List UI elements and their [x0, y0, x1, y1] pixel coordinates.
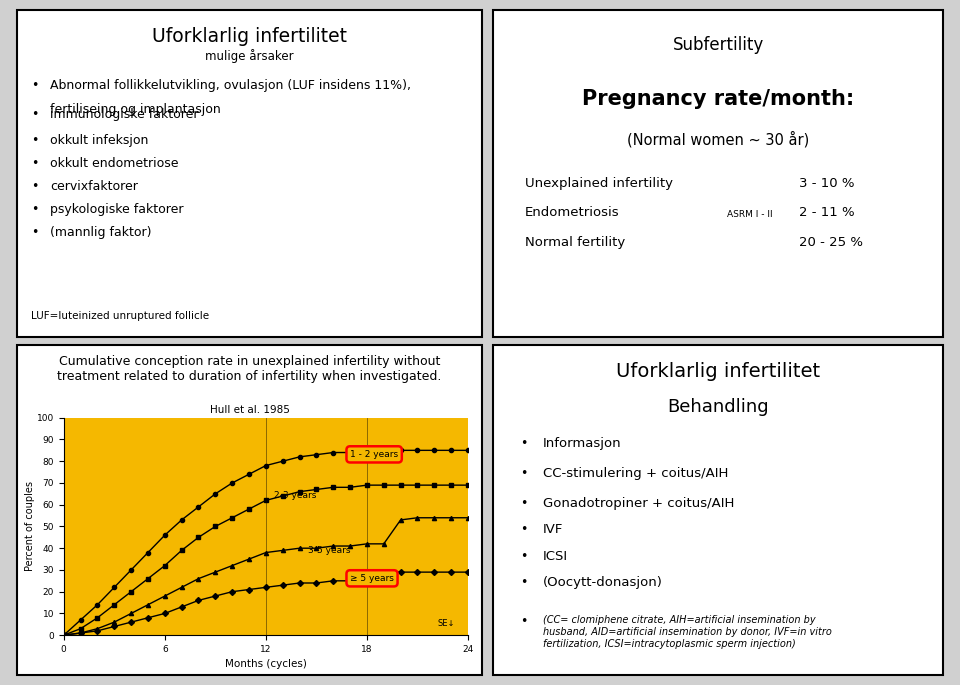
Text: (Normal women ~ 30 år): (Normal women ~ 30 år)	[627, 131, 809, 148]
Y-axis label: Percent of couples: Percent of couples	[25, 482, 36, 571]
Text: Uforklarlig infertilitet: Uforklarlig infertilitet	[616, 362, 820, 381]
Text: SE↓: SE↓	[438, 619, 455, 629]
Text: immunologiske faktorer: immunologiske faktorer	[50, 108, 199, 121]
Text: 20 - 25 %: 20 - 25 %	[799, 236, 863, 249]
FancyBboxPatch shape	[493, 10, 943, 337]
Text: Behandling: Behandling	[667, 398, 769, 416]
Text: •: •	[520, 615, 528, 628]
Text: Abnormal follikkelutvikling, ovulasjon (LUF insidens 11%),: Abnormal follikkelutvikling, ovulasjon (…	[50, 79, 411, 92]
Text: •: •	[32, 203, 38, 216]
Text: (Oocytt-donasjon): (Oocytt-donasjon)	[542, 576, 662, 589]
Text: Subfertility: Subfertility	[672, 36, 764, 54]
Text: Normal fertility: Normal fertility	[525, 236, 625, 249]
FancyBboxPatch shape	[493, 345, 943, 675]
FancyBboxPatch shape	[17, 345, 482, 675]
Text: ≥ 5 years: ≥ 5 years	[350, 574, 394, 583]
Text: •: •	[32, 226, 38, 239]
Text: •: •	[32, 158, 38, 171]
Text: Uforklarlig infertilitet: Uforklarlig infertilitet	[152, 27, 348, 46]
Text: (mannlig faktor): (mannlig faktor)	[50, 226, 152, 239]
Text: ICSI: ICSI	[542, 549, 568, 562]
Text: Unexplained infertility: Unexplained infertility	[525, 177, 673, 190]
Text: Pregnancy rate/month:: Pregnancy rate/month:	[582, 88, 854, 109]
Text: •: •	[32, 108, 38, 121]
Text: •: •	[520, 576, 528, 589]
Text: Endometriosis: Endometriosis	[525, 206, 619, 219]
Text: •: •	[520, 523, 528, 536]
Text: LUF=luteinized unruptured follicle: LUF=luteinized unruptured follicle	[32, 311, 209, 321]
Text: 3 - 10 %: 3 - 10 %	[799, 177, 854, 190]
X-axis label: Months (cycles): Months (cycles)	[225, 660, 307, 669]
Text: •: •	[520, 497, 528, 510]
Text: •: •	[32, 180, 38, 193]
Text: •: •	[520, 438, 528, 451]
Text: •: •	[520, 467, 528, 480]
Text: IVF: IVF	[542, 523, 564, 536]
Text: •: •	[32, 134, 38, 147]
Text: okkult infeksjon: okkult infeksjon	[50, 134, 148, 147]
Text: 3-5 years: 3-5 years	[308, 545, 350, 555]
Text: 2-3 years: 2-3 years	[275, 491, 317, 500]
Text: (CC= clomiphene citrate, AIH=artificial insemination by
husband, AID=artificial : (CC= clomiphene citrate, AIH=artificial …	[542, 615, 831, 649]
Text: Informasjon: Informasjon	[542, 438, 621, 451]
FancyBboxPatch shape	[17, 10, 482, 337]
Text: 1 - 2 years: 1 - 2 years	[350, 450, 398, 459]
Text: CC-stimulering + coitus/AIH: CC-stimulering + coitus/AIH	[542, 467, 729, 480]
Text: okkult endometriose: okkult endometriose	[50, 158, 179, 171]
Text: Hull et al. 1985: Hull et al. 1985	[209, 405, 290, 414]
Text: Gonadotropiner + coitus/AIH: Gonadotropiner + coitus/AIH	[542, 497, 734, 510]
Text: cervixfaktorer: cervixfaktorer	[50, 180, 137, 193]
Text: •: •	[32, 79, 38, 92]
Text: 2 - 11 %: 2 - 11 %	[799, 206, 854, 219]
Text: ASRM I - II: ASRM I - II	[727, 210, 773, 219]
Text: mulige årsaker: mulige årsaker	[205, 49, 294, 64]
Text: •: •	[520, 549, 528, 562]
Text: psykologiske faktorer: psykologiske faktorer	[50, 203, 183, 216]
Text: fertiliseing og implantasjon: fertiliseing og implantasjon	[50, 103, 221, 116]
Text: Cumulative conception rate in unexplained infertility without
treatment related : Cumulative conception rate in unexplaine…	[58, 355, 442, 383]
